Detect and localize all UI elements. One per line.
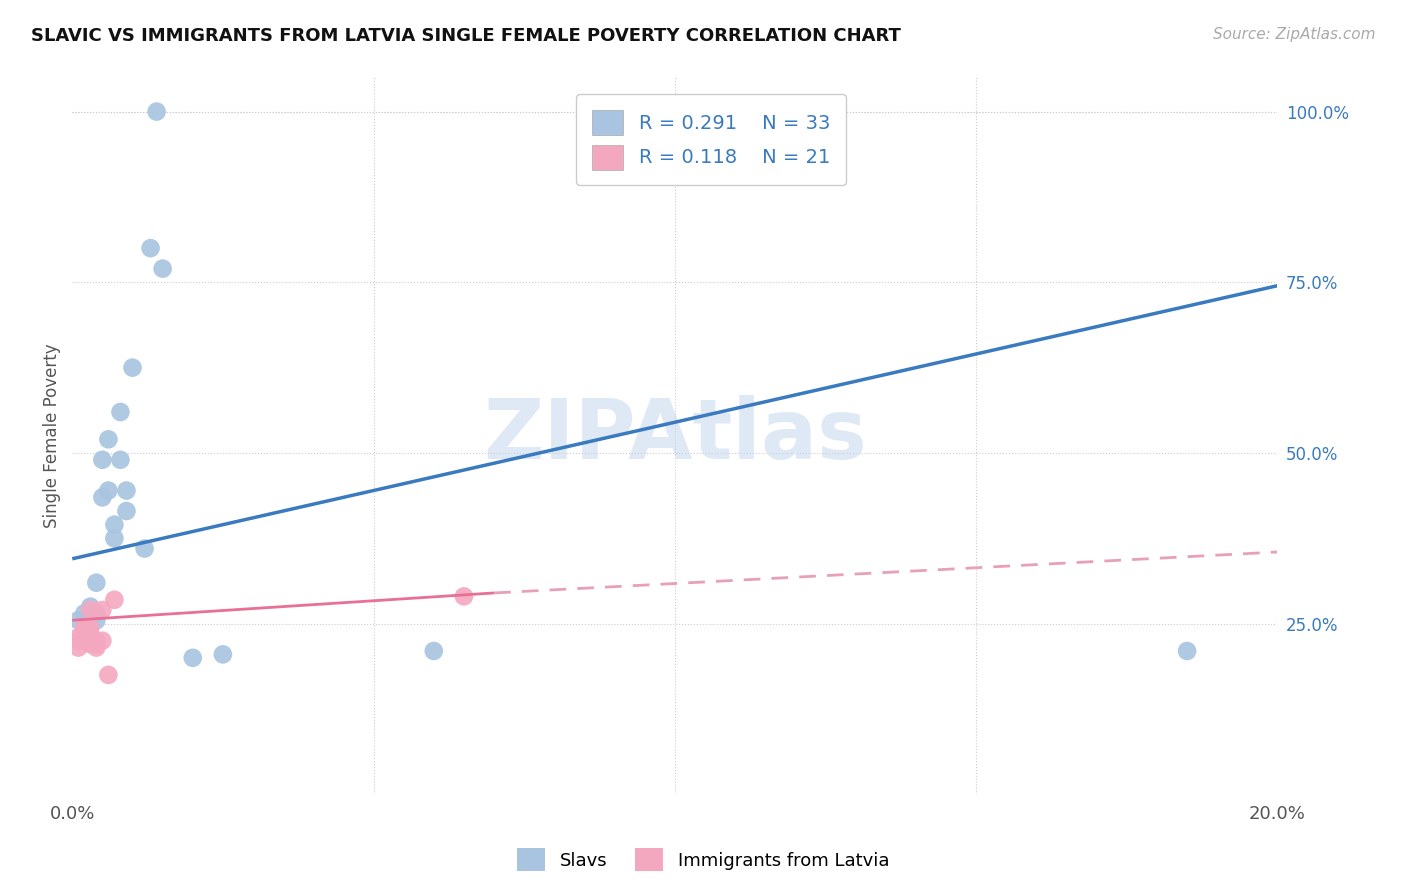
Point — [86, 637, 108, 651]
Point — [97, 483, 120, 498]
Point — [79, 607, 101, 621]
Point — [79, 603, 101, 617]
Point — [152, 261, 174, 276]
Text: ZIPAtlas: ZIPAtlas — [482, 395, 866, 476]
Point — [79, 599, 101, 614]
Point — [212, 648, 235, 662]
Point — [79, 637, 101, 651]
Point — [79, 627, 101, 641]
Point — [79, 633, 101, 648]
Point — [1175, 644, 1198, 658]
Y-axis label: Single Female Poverty: Single Female Poverty — [44, 343, 60, 528]
Point — [103, 517, 125, 532]
Point — [134, 541, 156, 556]
Point — [110, 452, 132, 467]
Point — [73, 630, 96, 644]
Point — [181, 650, 204, 665]
Point — [91, 603, 114, 617]
Point — [73, 620, 96, 634]
Point — [67, 630, 90, 644]
Point — [67, 613, 90, 627]
Point — [145, 104, 167, 119]
Point — [91, 452, 114, 467]
Point — [79, 620, 101, 634]
Text: SLAVIC VS IMMIGRANTS FROM LATVIA SINGLE FEMALE POVERTY CORRELATION CHART: SLAVIC VS IMMIGRANTS FROM LATVIA SINGLE … — [31, 27, 901, 45]
Point — [103, 532, 125, 546]
Point — [103, 592, 125, 607]
Point — [67, 640, 90, 655]
Point — [97, 433, 120, 447]
Point — [91, 491, 114, 505]
Point — [86, 640, 108, 655]
Point — [86, 575, 108, 590]
Point — [79, 620, 101, 634]
Point — [115, 504, 138, 518]
Point — [139, 241, 162, 255]
Point — [97, 668, 120, 682]
Point — [86, 607, 108, 621]
Point — [115, 483, 138, 498]
Point — [73, 627, 96, 641]
Point — [86, 613, 108, 627]
Legend: Slavs, Immigrants from Latvia: Slavs, Immigrants from Latvia — [509, 841, 897, 879]
Point — [121, 360, 143, 375]
Legend: R = 0.291    N = 33, R = 0.118    N = 21: R = 0.291 N = 33, R = 0.118 N = 21 — [576, 95, 845, 186]
Point — [423, 644, 446, 658]
Point — [67, 633, 90, 648]
Text: Source: ZipAtlas.com: Source: ZipAtlas.com — [1212, 27, 1375, 42]
Point — [73, 607, 96, 621]
Point — [453, 590, 475, 604]
Point — [110, 405, 132, 419]
Point — [91, 633, 114, 648]
Point — [86, 633, 108, 648]
Point — [73, 624, 96, 638]
Point — [634, 104, 657, 119]
